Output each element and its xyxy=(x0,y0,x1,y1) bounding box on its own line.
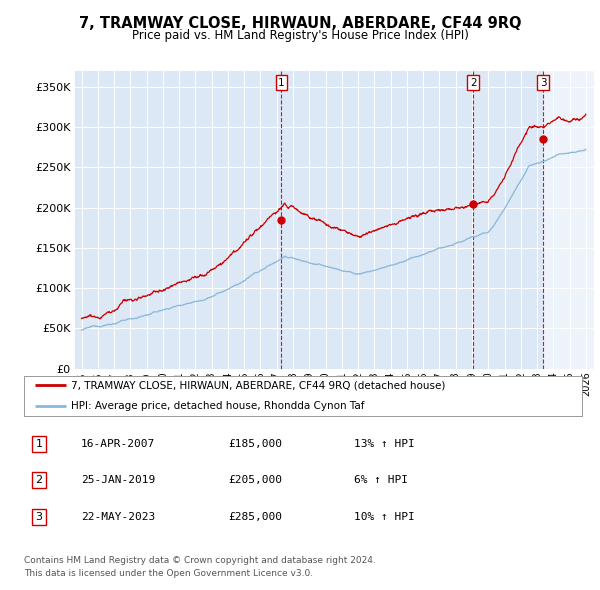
Text: 3: 3 xyxy=(540,78,547,88)
Text: This data is licensed under the Open Government Licence v3.0.: This data is licensed under the Open Gov… xyxy=(24,569,313,578)
Text: 1: 1 xyxy=(35,439,43,448)
Text: 3: 3 xyxy=(35,512,43,522)
Text: 13% ↑ HPI: 13% ↑ HPI xyxy=(354,439,415,448)
Bar xyxy=(543,71,594,369)
Text: 22-MAY-2023: 22-MAY-2023 xyxy=(81,512,155,522)
Text: 1: 1 xyxy=(278,78,285,88)
Text: Price paid vs. HM Land Registry's House Price Index (HPI): Price paid vs. HM Land Registry's House … xyxy=(131,30,469,42)
Text: £205,000: £205,000 xyxy=(228,476,282,485)
Text: 6% ↑ HPI: 6% ↑ HPI xyxy=(354,476,408,485)
Text: £185,000: £185,000 xyxy=(228,439,282,448)
Text: 25-JAN-2019: 25-JAN-2019 xyxy=(81,476,155,485)
Text: 2: 2 xyxy=(35,476,43,485)
Text: £285,000: £285,000 xyxy=(228,512,282,522)
Text: HPI: Average price, detached house, Rhondda Cynon Taf: HPI: Average price, detached house, Rhon… xyxy=(71,401,365,411)
Text: 10% ↑ HPI: 10% ↑ HPI xyxy=(354,512,415,522)
Text: 7, TRAMWAY CLOSE, HIRWAUN, ABERDARE, CF44 9RQ: 7, TRAMWAY CLOSE, HIRWAUN, ABERDARE, CF4… xyxy=(79,16,521,31)
Text: 16-APR-2007: 16-APR-2007 xyxy=(81,439,155,448)
Text: 7, TRAMWAY CLOSE, HIRWAUN, ABERDARE, CF44 9RQ (detached house): 7, TRAMWAY CLOSE, HIRWAUN, ABERDARE, CF4… xyxy=(71,381,446,391)
Text: 2: 2 xyxy=(470,78,476,88)
Text: Contains HM Land Registry data © Crown copyright and database right 2024.: Contains HM Land Registry data © Crown c… xyxy=(24,556,376,565)
